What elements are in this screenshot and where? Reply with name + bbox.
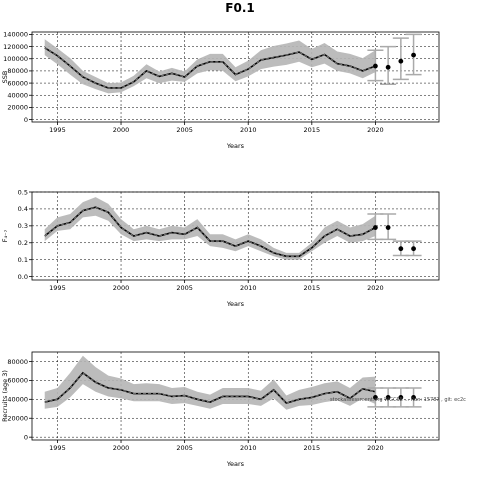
panels: 1995 2000 2005 2010 2015 20200200004000060000… bbox=[1, 31, 440, 468]
forecast-point bbox=[373, 63, 378, 69]
x-axis-label: Years bbox=[226, 300, 245, 308]
y-tick-label: 140000 bbox=[3, 31, 28, 39]
y-tick-label: 40000 bbox=[7, 396, 28, 404]
y-axis-label: SSB bbox=[1, 71, 9, 84]
y-tick-label: 0.0 bbox=[18, 273, 28, 281]
forecast-point bbox=[398, 395, 404, 400]
axes-frame bbox=[31, 191, 440, 281]
axes-frame bbox=[31, 351, 440, 441]
axes-frame bbox=[31, 31, 440, 123]
forecast-point bbox=[411, 246, 416, 252]
y-tick-label: 80000 bbox=[7, 67, 28, 75]
x-tick-label: 2010 bbox=[240, 444, 257, 452]
x-tick-label: 2015 bbox=[304, 444, 321, 452]
watermark-text: stockassessment.org WGCSE ... Run: 15787… bbox=[330, 397, 466, 403]
y-tick-label: 60000 bbox=[7, 79, 28, 87]
confidence-band bbox=[44, 197, 376, 260]
x-tick-label: 1995 bbox=[49, 444, 66, 452]
x-tick-label: 2010 bbox=[240, 126, 257, 134]
estimate-line-dashed bbox=[44, 47, 376, 89]
forecast-point bbox=[385, 395, 391, 400]
x-tick-label: 2000 bbox=[113, 444, 130, 452]
x-tick-label: 2005 bbox=[176, 444, 193, 452]
forecast-point bbox=[398, 58, 404, 64]
x-tick-label: 2020 bbox=[367, 284, 384, 292]
x-axis-label: Years bbox=[226, 142, 245, 150]
figure-title: F0.1 bbox=[225, 1, 254, 15]
y-tick-label: 0.5 bbox=[18, 188, 28, 196]
x-tick-label: 2005 bbox=[176, 126, 193, 134]
forecast-point bbox=[385, 225, 391, 230]
y-tick-label: 0.2 bbox=[18, 239, 28, 247]
y-tick-label: 0 bbox=[24, 116, 28, 124]
y-tick-label: 20000 bbox=[7, 104, 28, 112]
forecast-point bbox=[411, 52, 416, 58]
x-axis-label: Years bbox=[226, 460, 245, 468]
panel-2: 1995 2000 2005 2010 2015 2020 0.0 0.1 0.2 0.3 0.4 0… bbox=[1, 188, 440, 308]
y-tick-label: 0.4 bbox=[18, 205, 28, 213]
y-axis-label: Recruits (age 3) bbox=[1, 370, 9, 422]
x-tick-label: 1995 bbox=[49, 126, 66, 134]
forecast-point bbox=[373, 395, 378, 400]
y-tick-label: 0 bbox=[24, 433, 28, 441]
estimate-line-dashed bbox=[44, 372, 376, 404]
x-tick-label: 2005 bbox=[176, 284, 193, 292]
forecast-point bbox=[398, 246, 404, 252]
confidence-band bbox=[44, 39, 376, 94]
y-tick-label: 20000 bbox=[7, 415, 28, 423]
x-tick-label: 2000 bbox=[113, 284, 130, 292]
forecast-point bbox=[411, 395, 416, 400]
y-tick-label: 0.1 bbox=[18, 256, 28, 264]
panel-1: 1995 2000 2005 2010 2015 2020 0 20000 40000 60000… bbox=[1, 31, 440, 150]
forecast-point bbox=[373, 225, 378, 230]
x-tick-label: 2020 bbox=[367, 126, 384, 134]
x-tick-label: 2010 bbox=[240, 284, 257, 292]
estimate-line-dashed bbox=[44, 206, 376, 257]
x-tick-label: 2000 bbox=[113, 126, 130, 134]
y-tick-label: 40000 bbox=[7, 92, 28, 100]
x-tick-label: 2015 bbox=[304, 284, 321, 292]
forecast-point bbox=[385, 64, 391, 70]
y-tick-label: 120000 bbox=[3, 43, 28, 51]
x-tick-label: 2015 bbox=[304, 126, 321, 134]
y-tick-label: 0.3 bbox=[18, 222, 28, 230]
y-axis-label: F₄₋₇ bbox=[1, 229, 9, 242]
y-tick-label: 80000 bbox=[7, 358, 28, 366]
y-tick-label: 60000 bbox=[7, 377, 28, 385]
x-tick-label: 1995 bbox=[49, 284, 66, 292]
panel-3: 1995 2000 2005 2010 2015 2020 0 20000 40000 60000… bbox=[1, 351, 440, 468]
y-tick-label: 100000 bbox=[3, 55, 28, 63]
confidence-band bbox=[44, 355, 376, 410]
x-tick-label: 2020 bbox=[367, 444, 384, 452]
